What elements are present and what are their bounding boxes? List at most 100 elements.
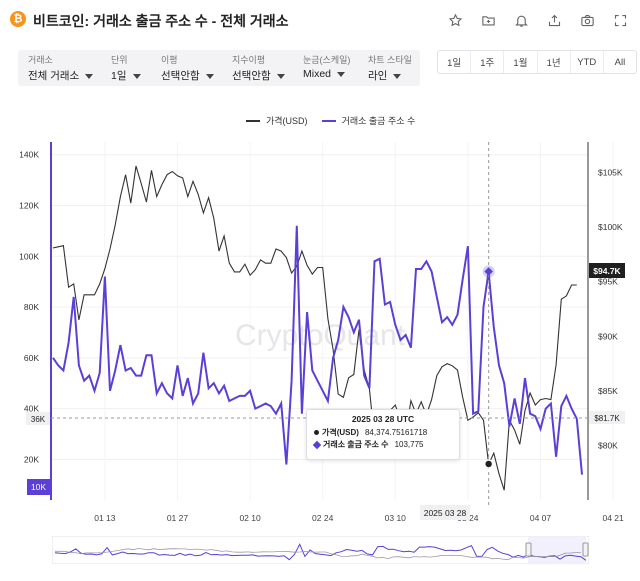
filter-label: 차트 스타일 (368, 55, 412, 65)
right-tick-label: $90K (598, 331, 618, 341)
left-tick-label: 60K (24, 353, 39, 363)
tooltip-date: 2025 03 28 UTC (351, 414, 415, 424)
tooltip-price-row: 가격(USD) 84,374.75161718 (314, 427, 452, 439)
crosshair-x-label: 2025 03 28 (424, 508, 467, 518)
x-tick-label: 04 07 (530, 513, 552, 523)
chart-legend: 가격(USD) 거래소 출금 주소 수 (246, 114, 415, 127)
x-tick-label: 01 27 (167, 513, 189, 523)
x-tick-label: 04 21 (602, 513, 624, 523)
right-tick-label: $80K (598, 440, 618, 450)
right-tick-label: $85K (598, 386, 618, 396)
price-hover-marker (483, 459, 494, 469)
filter-value[interactable]: Mixed (303, 68, 350, 80)
left-tick-label: 120K (19, 200, 39, 210)
range-1w-button[interactable]: 1주 (471, 51, 505, 73)
chevron-down-icon (276, 73, 285, 79)
tooltip-addr-value: 103,775 (394, 440, 424, 449)
range-selector: 1일 1주 1월 1년 YTD All (437, 50, 637, 74)
page-header: ₿ 비트코인: 거래소 출금 주소 수 - 전체 거래소 (0, 0, 640, 40)
fullscreen-icon[interactable] (609, 9, 631, 31)
filter-value[interactable]: 전체 거래소 (28, 68, 94, 83)
chart-style-filter[interactable]: 차트 스타일 라인 (368, 53, 412, 83)
exchange-filter[interactable]: 거래소 전체 거래소 (28, 53, 94, 83)
range-ytd-button[interactable]: YTD (571, 51, 604, 73)
addresses-series-line (52, 225, 583, 475)
crosshair-x-label-bg (420, 505, 470, 520)
chart-tooltip: 2025 03 28 UTC 가격(USD) 84,374.75161718 거… (306, 409, 460, 460)
range-1m-button[interactable]: 1월 (504, 51, 538, 73)
legend-label: 거래소 출금 주소 수 (341, 116, 416, 126)
left-tick-label: 140K (19, 150, 39, 160)
moving-average-filter[interactable]: 이평 선택안함 (161, 53, 214, 83)
left-tick-label: 20K (24, 454, 39, 464)
filter-label: 단위 (111, 55, 128, 65)
navigator-price-line (55, 548, 581, 561)
page-title: 비트코인: 거래소 출금 주소 수 - 전체 거래소 (33, 13, 289, 29)
x-tick-label: 02 10 (239, 513, 261, 523)
camera-icon[interactable] (576, 9, 598, 31)
navigator-left-handle (525, 542, 532, 557)
legend-item-addresses[interactable]: 거래소 출금 주소 수 (321, 114, 416, 127)
x-tick-label: 02 24 (312, 513, 334, 523)
share-icon[interactable] (543, 9, 565, 31)
legend-swatch (246, 119, 260, 122)
right-tick-label: $95K (598, 277, 618, 287)
crosshair-left-label-bg (26, 412, 50, 425)
addresses-diamond-icon (312, 440, 322, 450)
price-dot-icon (314, 430, 319, 435)
filter-value[interactable]: 선택안함 (232, 68, 285, 83)
star-icon[interactable] (444, 9, 466, 31)
range-navigator[interactable] (52, 536, 589, 564)
tooltip-price-label: 가격(USD) (322, 428, 359, 437)
navigator-right-handle (582, 542, 589, 557)
filter-label: 눈금(스케일) (303, 55, 351, 65)
chevron-down-icon (393, 73, 402, 79)
watermark: CryptoQuant (235, 319, 406, 352)
crosshair-right-label-bg (589, 411, 625, 424)
navigator-frame (52, 536, 589, 564)
right-tick-label: $105K (598, 168, 623, 178)
left-tick-label: 40K (24, 404, 39, 414)
filter-value[interactable]: 1일 (111, 68, 141, 83)
exp-moving-average-filter[interactable]: 지수이평 선택안함 (232, 53, 285, 83)
price-current-badge: $94.7K (593, 266, 621, 276)
scale-filter[interactable]: 눈금(스케일) Mixed (303, 53, 350, 83)
tooltip-price-value: 84,374.75161718 (364, 428, 428, 437)
range-1d-button[interactable]: 1일 (438, 51, 472, 73)
filter-value[interactable]: 선택안함 (161, 68, 214, 83)
left-tick-label: 80K (24, 302, 39, 312)
tooltip-addr-row: 거래소 출금 주소 수 103,775 (312, 439, 452, 451)
bell-icon[interactable] (510, 9, 532, 31)
legend-label: 가격(USD) (266, 116, 308, 126)
navigator-selection (528, 537, 586, 563)
range-all-button[interactable]: All (614, 56, 626, 68)
crosshair-left-label: 36K (31, 415, 46, 424)
chart-canvas[interactable]: CryptoQuant 140K 120K 100K 80K 60K 40K 20K $10… (0, 120, 640, 530)
price-current-badge-bg (589, 263, 625, 278)
chevron-down-icon (337, 71, 346, 77)
left-axis-ticks: 140K 120K 100K 80K 60K 40K 20K (19, 150, 39, 465)
legend-item-price[interactable]: 가격(USD) (246, 114, 308, 127)
filter-bar: 거래소 전체 거래소 단위 1일 이평 선택안함 지수이평 선택안함 눈금(스케… (18, 50, 420, 86)
folder-icon[interactable] (477, 9, 499, 31)
right-axis-ticks: $105K $100K $95K $90K $85K $80K (598, 168, 623, 451)
filter-label: 거래소 (28, 55, 53, 65)
filter-label: 지수이평 (232, 55, 266, 65)
filter-label: 이평 (161, 55, 178, 65)
chevron-down-icon (85, 73, 94, 79)
address-current-badge-bg (27, 479, 50, 495)
right-tick-label: $100K (598, 222, 623, 232)
addresses-hover-marker (484, 267, 493, 276)
crosshair-right-label: $81.7K (594, 414, 620, 423)
filter-value[interactable]: 라인 (368, 68, 412, 83)
legend-swatch (321, 119, 336, 122)
interval-filter[interactable]: 단위 1일 (111, 53, 141, 83)
x-tick-label: 01 13 (94, 513, 116, 523)
navigator-addresses-line (54, 543, 587, 561)
chevron-down-icon (132, 73, 141, 79)
range-1y-button[interactable]: 1년 (538, 51, 571, 73)
chevron-down-icon (205, 73, 214, 79)
bitcoin-icon: ₿ (10, 11, 26, 27)
address-current-badge: 10K (31, 482, 46, 492)
